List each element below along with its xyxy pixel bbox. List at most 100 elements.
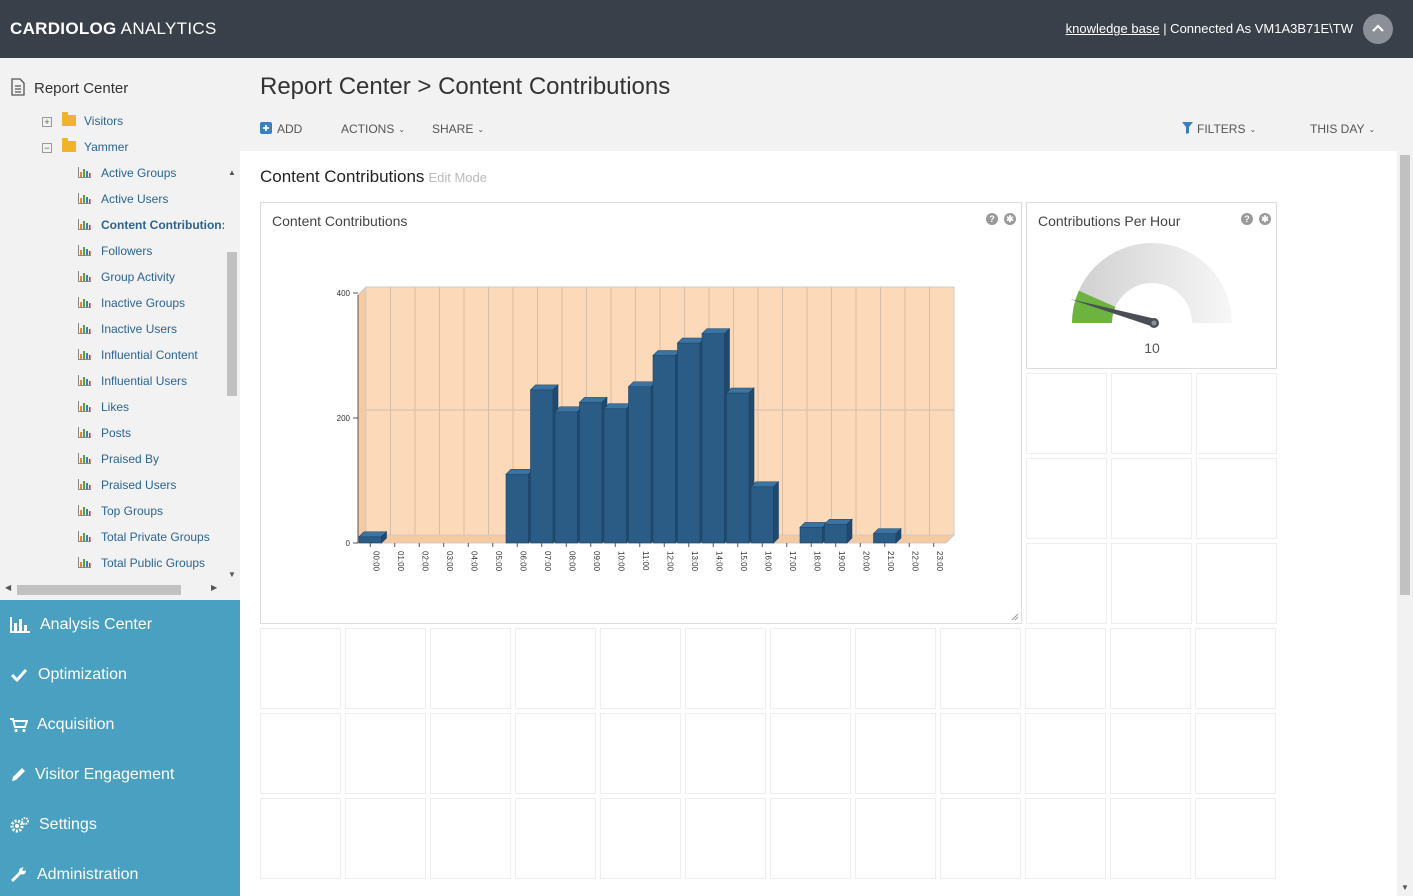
nav-item-label: Visitor Engagement [35, 766, 175, 783]
x-tick-label: 07:00 [543, 551, 552, 572]
tree-folder[interactable]: + Visitors [42, 112, 123, 134]
share-dropdown[interactable]: SHARE ⌄ [432, 122, 484, 136]
scroll-thumb[interactable] [227, 252, 237, 396]
edit-mode-link[interactable]: Edit Mode [428, 170, 487, 185]
x-tick-label: 14:00 [714, 551, 723, 572]
scroll-thumb[interactable] [1400, 155, 1410, 595]
tree-report-item[interactable]: Likes [78, 400, 129, 420]
scroll-left-icon[interactable]: ◀ [5, 583, 12, 592]
tree-report-item[interactable]: Active Groups [78, 166, 176, 186]
tree-item-label: Inactive Groups [101, 296, 186, 310]
tree-horizontal-scrollbar[interactable]: ◀ ▶ [0, 581, 224, 597]
tree-vertical-scrollbar[interactable]: ▲ ▼ [224, 168, 240, 579]
tree-report-item[interactable]: Total Public Groups [78, 556, 205, 576]
nav-item-optimization[interactable]: Optimization [0, 650, 240, 700]
x-tick-label: 20:00 [861, 551, 870, 572]
empty-grid-cell [1026, 543, 1107, 624]
report-center-header[interactable]: Report Center [10, 78, 128, 97]
tree-report-item[interactable]: Followers [78, 244, 152, 264]
x-tick-label: 00:00 [371, 551, 380, 572]
scroll-up-icon[interactable]: ▲ [228, 168, 236, 177]
nav-item-label: Administration [37, 866, 139, 883]
report-chart-icon [78, 453, 91, 467]
bar-00:00 [358, 536, 382, 544]
add-button[interactable]: ADD [260, 122, 302, 136]
gear-icon[interactable]: ✱ [1259, 213, 1271, 225]
filter-icon [1182, 122, 1193, 134]
report-chart-icon [78, 557, 91, 571]
nav-item-visitor-engagement[interactable]: Visitor Engagement [0, 750, 240, 800]
actions-dropdown[interactable]: ACTIONS ⌄ [341, 122, 405, 136]
share-label: SHARE [432, 122, 474, 136]
x-tick-label: 12:00 [665, 551, 674, 572]
empty-grid-cell [855, 628, 936, 709]
scroll-down-icon[interactable]: ▼ [1401, 883, 1409, 892]
tree-report-item[interactable]: Active Users [78, 192, 168, 212]
brand-logo: CARDIOLOG ANALYTICS [10, 19, 217, 39]
bar-12:00 [652, 355, 676, 544]
bar-side-21:00 [895, 527, 902, 544]
knowledge-base-link[interactable]: knowledge base [1065, 21, 1160, 36]
tree-report-item[interactable]: Top Groups [78, 504, 163, 524]
nav-item-acquisition[interactable]: Acquisition [0, 700, 240, 750]
tree-report-item[interactable]: Influential Content [78, 348, 198, 368]
add-label: ADD [277, 122, 303, 136]
nav-item-administration[interactable]: Administration [0, 850, 240, 896]
x-tick-label: 04:00 [469, 551, 478, 572]
tree-report-item[interactable]: Group Activity [78, 270, 175, 290]
user-info: knowledge base | Connected As VM1A3B71E\… [1066, 21, 1353, 36]
tree-item-label: Group Activity [101, 270, 176, 284]
tree-report-item[interactable]: Praised By [78, 452, 159, 472]
empty-grid-cell [1025, 713, 1106, 794]
bar-08:00 [554, 411, 578, 544]
scroll-down-icon[interactable]: ▼ [228, 570, 236, 579]
tree-item-label: Influential Users [101, 374, 188, 388]
scroll-right-icon[interactable]: ▶ [211, 583, 218, 592]
bar-side-16:00 [773, 481, 779, 544]
report-chart-icon [78, 505, 91, 519]
expander-icon[interactable]: + [42, 117, 52, 127]
scroll-thumb-horizontal[interactable] [17, 585, 181, 595]
tree-item-label: Total Private Groups [101, 530, 210, 544]
page-title: Report Center > Content Contributions [260, 73, 671, 100]
nav-item-label: Optimization [38, 666, 127, 683]
period-dropdown[interactable]: THIS DAY ⌄ [1310, 122, 1375, 136]
tree-report-item[interactable]: Influential Users [78, 374, 187, 394]
y-tick-label: 200 [337, 414, 351, 423]
tree-report-item[interactable]: Praised Users [78, 478, 176, 498]
folder-icon [62, 112, 76, 126]
tree-report-item[interactable]: Posts [78, 426, 131, 446]
report-chart-icon [78, 245, 91, 259]
empty-grid-cell [1110, 798, 1191, 879]
empty-grid-cell [685, 798, 766, 879]
main-vertical-scrollbar[interactable]: ▼ [1397, 151, 1413, 896]
dashboard-title: Content Contributions Edit Mode [260, 167, 487, 187]
collapse-header-button[interactable] [1363, 14, 1393, 44]
empty-grid-cell [1110, 713, 1191, 794]
gear-icon[interactable]: ✱ [1004, 213, 1016, 225]
nav-item-analysis-center[interactable]: Analysis Center [0, 600, 240, 650]
empty-grid-cell [1111, 373, 1192, 454]
bar-14:00 [701, 333, 725, 544]
tree-folder[interactable]: − Yammer [42, 138, 128, 160]
nav-item-settings[interactable]: Settings [0, 800, 240, 850]
report-chart-icon [78, 297, 91, 311]
sidebar: Report Center + Visitors − Yammer Active Gro… [0, 58, 240, 896]
help-icon[interactable]: ? [1241, 213, 1253, 225]
help-icon[interactable]: ? [986, 213, 998, 225]
report-chart-icon [78, 167, 91, 181]
widget-title: Contributions Per Hour [1038, 213, 1181, 229]
filters-dropdown[interactable]: FILTERS ⌄ [1182, 122, 1256, 136]
empty-grid-cell [1195, 798, 1276, 879]
resize-handle-icon[interactable] [1011, 613, 1019, 621]
widget-controls: ? ✱ [980, 209, 1016, 227]
x-tick-label: 22:00 [910, 551, 919, 572]
tree-report-item[interactable]: Total Private Groups [78, 530, 210, 550]
empty-grid-cell [345, 798, 426, 879]
tree-report-item[interactable]: Inactive Groups [78, 296, 185, 316]
expander-icon[interactable]: − [42, 143, 52, 153]
bar-10:00 [603, 408, 627, 544]
tree-report-item[interactable]: Inactive Users [78, 322, 177, 342]
tree-report-item[interactable]: Content Contribution: [78, 218, 224, 238]
empty-grid-cell [515, 713, 596, 794]
